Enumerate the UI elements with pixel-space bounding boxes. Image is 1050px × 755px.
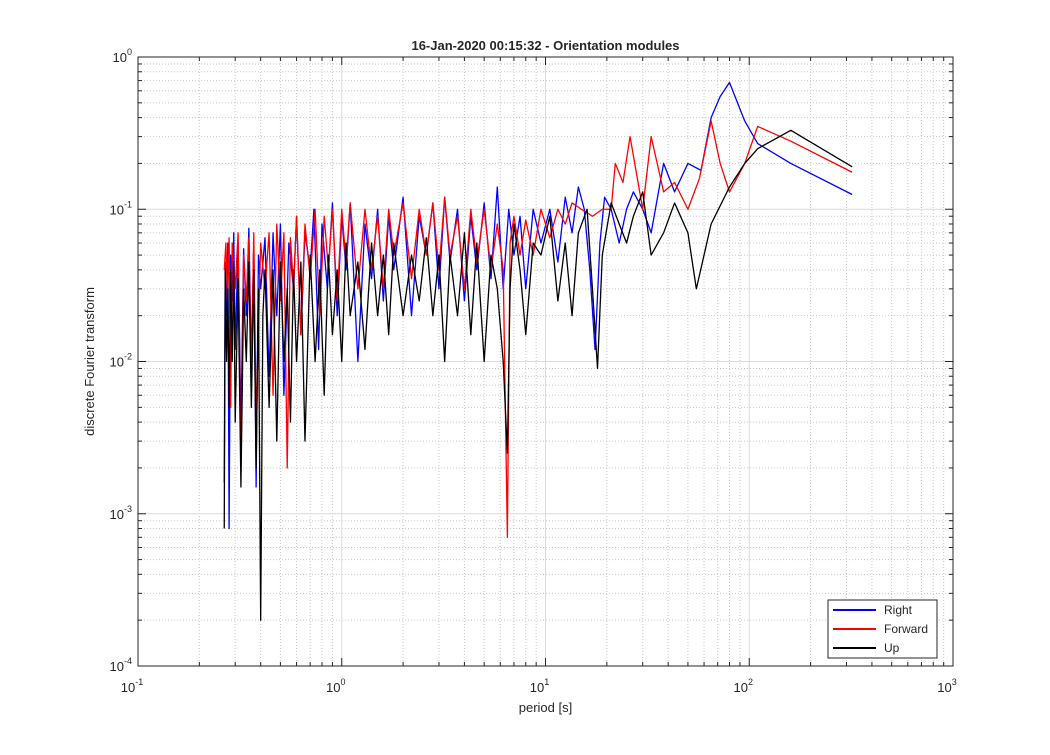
y-tick-exponent: -2: [124, 352, 132, 362]
series-line-up: [223, 129, 853, 621]
x-tick-label: 10-1: [121, 677, 143, 695]
y-tick-exponent: -4: [124, 656, 132, 666]
x-tick-base: 10: [734, 680, 748, 695]
x-tick-base: 10: [937, 680, 951, 695]
x-tick-exponent: 3: [952, 677, 957, 687]
y-tick-exponent: -3: [124, 504, 132, 514]
legend[interactable]: Right Forward Up: [827, 599, 938, 659]
x-tick-base: 10: [530, 680, 544, 695]
y-tick-label: 100: [113, 47, 132, 65]
y-tick-base: 10: [110, 355, 124, 370]
chart-title: 16-Jan-2020 00:15:32 - Orientation modul…: [411, 38, 679, 53]
y-tick-label: 10-1: [110, 199, 132, 217]
x-tick-base: 10: [326, 680, 340, 695]
x-tick-label: 100: [326, 677, 345, 695]
y-tick-exponent: -1: [124, 199, 132, 209]
ticks: [137, 56, 954, 667]
y-tick-base: 10: [110, 659, 124, 674]
y-tick-exponent: 0: [127, 47, 132, 57]
x-tick-exponent: 0: [340, 677, 345, 687]
x-tick-label: 103: [937, 677, 956, 695]
y-tick-base: 10: [110, 507, 124, 522]
y-tick-base: 10: [110, 202, 124, 217]
x-tick-base: 10: [121, 680, 135, 695]
x-tick-exponent: 1: [544, 677, 549, 687]
series-line-forward: [223, 120, 853, 538]
y-tick-label: 10-2: [110, 352, 132, 370]
x-tick-exponent: -1: [135, 677, 143, 687]
legend-label-up: Up: [884, 641, 900, 655]
x-axis-label: period [s]: [519, 700, 572, 715]
y-tick-base: 10: [113, 50, 127, 65]
x-tick-labels: 10-1 100 101 102 103: [121, 677, 957, 695]
legend-label-right: Right: [884, 603, 913, 617]
y-tick-label: 10-3: [110, 504, 132, 522]
y-tick-label: 10-4: [110, 656, 132, 674]
x-tick-exponent: 2: [748, 677, 753, 687]
legend-label-forward: Forward: [884, 622, 928, 636]
x-tick-label: 102: [734, 677, 753, 695]
y-axis-label: discrete Fourier transform: [82, 287, 97, 436]
x-tick-label: 101: [530, 677, 549, 695]
series-layer: [223, 81, 853, 621]
